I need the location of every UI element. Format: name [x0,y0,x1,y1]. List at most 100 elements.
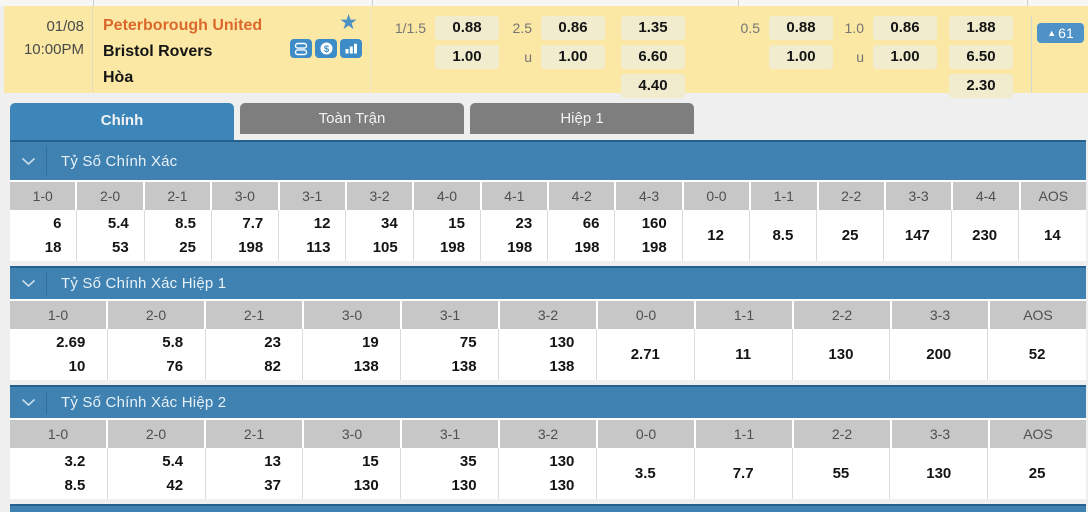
odds-value: 5.8 [162,333,184,351]
full-time-odds-block: 1/1.5 0.88 2.5 0.86 1.35 1.00 u 1.00 6.6… [371,16,731,98]
odds-value: 8.5 [175,214,196,232]
favorite-star-icon[interactable]: ★ [339,11,358,34]
odds-cell[interactable]: 12 [683,210,750,261]
odds-value: 10 [68,357,86,375]
odds-value: 5.4 [162,452,184,470]
more-bets-column: ▲ 61 [1031,16,1088,93]
odds-value: 8.5 [64,476,86,494]
stats-icon[interactable] [340,39,362,58]
odds-cell[interactable]: 52 [988,329,1086,380]
odds-cell[interactable]: 200 [890,329,989,380]
odds-cell[interactable]: 15 198 [414,210,481,261]
score-column-header: 1-0 [10,182,76,210]
odds-cell[interactable]: 130 [890,448,989,499]
odds-cell[interactable]: 15 130 [303,448,402,499]
h1-1x2-draw-odds[interactable]: 2.30 [949,74,1013,98]
tab-toan-tran[interactable]: Toàn Trận [240,103,464,134]
section-header-bar-partial[interactable] [10,504,1086,512]
odds-cell[interactable]: 130 130 [499,448,597,499]
h1-handicap-line: 0.5 [740,20,760,36]
dollar-icon[interactable]: $ [315,39,337,58]
odds-cell[interactable]: 55 [793,448,891,499]
stream-icon[interactable] [290,39,312,58]
score-column-header: 0-0 [683,182,750,210]
odds-value: 23 [264,333,281,351]
ft-1x2-draw-odds[interactable]: 4.40 [621,74,685,98]
odds-cell[interactable]: 230 [952,210,1019,261]
tab-hiep-1[interactable]: Hiệp 1 [470,103,694,134]
odds-cell[interactable]: 5.4 53 [77,210,145,261]
score-column-header: 3-2 [500,420,596,448]
odds-cell[interactable]: 34 105 [346,210,414,261]
section-header-bar[interactable]: Tỷ Số Chính Xác Hiệp 2 [10,385,1086,418]
ft-handicap-away-odds[interactable]: 1.00 [435,45,499,69]
odds-cell[interactable]: 13 37 [206,448,304,499]
odds-cell[interactable]: 35 130 [401,448,500,499]
odds-cell[interactable]: 130 [793,329,891,380]
ft-ou-line: 2.5 [512,20,532,36]
h1-1x2-home-odds[interactable]: 1.88 [949,16,1013,40]
odds-cell[interactable]: 12 113 [279,210,347,261]
odds-cell[interactable]: 5.4 42 [108,448,206,499]
top-border-strip [0,0,1088,6]
h1-under-odds[interactable]: 1.00 [873,45,937,69]
ft-1x2-away-odds[interactable]: 6.60 [621,45,685,69]
odds-cell[interactable]: 19 138 [303,329,402,380]
more-bets-badge[interactable]: ▲ 61 [1037,23,1084,43]
odds-value: 130 [828,345,854,363]
odds-cell[interactable]: 14 [1019,210,1086,261]
odds-value: 8.5 [772,226,794,244]
h1-handicap-away-odds[interactable]: 1.00 [769,45,833,69]
odds-cell[interactable]: 11 [695,329,793,380]
odds-cell[interactable]: 6 18 [10,210,78,261]
ft-1x2-home-odds[interactable]: 1.35 [621,16,685,40]
h1-over-odds[interactable]: 0.86 [873,16,937,40]
odds-value: 15 [362,452,379,470]
odds-cell[interactable]: 7.7 198 [212,210,279,261]
h1-1x2-away-odds[interactable]: 6.50 [949,45,1013,69]
odds-value: 55 [832,464,850,482]
odds-cell[interactable]: 7.7 [695,448,793,499]
odds-cell[interactable]: 8.5 [750,210,817,261]
odds-cell[interactable]: 2.69 10 [10,329,108,380]
odds-cell[interactable]: 23 198 [481,210,548,261]
ft-under-odds[interactable]: 1.00 [541,45,605,69]
h1-ou-line: 1.0 [844,20,864,36]
odds-cell[interactable]: 25 [988,448,1086,499]
odds-value: 53 [112,238,129,256]
odds-value: 14 [1044,226,1061,244]
odds-value: 7.7 [732,464,754,482]
tab-chinh[interactable]: Chính [10,103,234,140]
section-header-bar[interactable]: Tỷ Số Chính Xác [10,140,1086,180]
odds-cell[interactable]: 66 198 [548,210,616,261]
odds-cell[interactable]: 147 [884,210,952,261]
h1-handicap-home-odds[interactable]: 0.88 [769,16,833,40]
odds-cell[interactable]: 8.5 25 [145,210,212,261]
score-column-header: 2-1 [144,182,211,210]
score-column-header: 3-3 [892,301,988,329]
score-column-header: 0-0 [598,420,694,448]
odds-cell[interactable]: 160 198 [615,210,683,261]
odds-cell[interactable]: 75 138 [401,329,500,380]
svg-text:$: $ [323,44,329,55]
odds-value: 66 [582,214,600,232]
odds-cell[interactable]: 3.2 8.5 [10,448,108,499]
home-team-name[interactable]: Peterborough United [103,17,263,34]
section-header-bar[interactable]: Tỷ Số Chính Xác Hiệp 1 [10,266,1086,299]
odds-cell[interactable]: 25 [817,210,885,261]
score-column-header: 4-3 [616,182,682,210]
score-column-header: AOS [990,420,1086,448]
match-date: 01/08 [46,18,84,35]
odds-value: 130 [549,476,575,494]
ft-handicap-home-odds[interactable]: 0.88 [435,16,499,40]
odds-cell[interactable]: 23 82 [206,329,304,380]
odds-cell[interactable]: 5.8 76 [108,329,206,380]
score-column-header: 3-2 [500,301,596,329]
odds-cell[interactable]: 3.5 [597,448,695,499]
odds-section: Tỷ Số Chính Xác Hiệp 2 1-0 2-0 2-1 3-0 3-1 3-2… [10,385,1086,499]
ft-over-odds[interactable]: 0.86 [541,16,605,40]
away-team-name[interactable]: Bristol Rovers [103,43,213,60]
odds-cell[interactable]: 2.71 [597,329,695,380]
odds-cell[interactable]: 130 138 [499,329,597,380]
score-column-header: 1-0 [10,420,106,448]
